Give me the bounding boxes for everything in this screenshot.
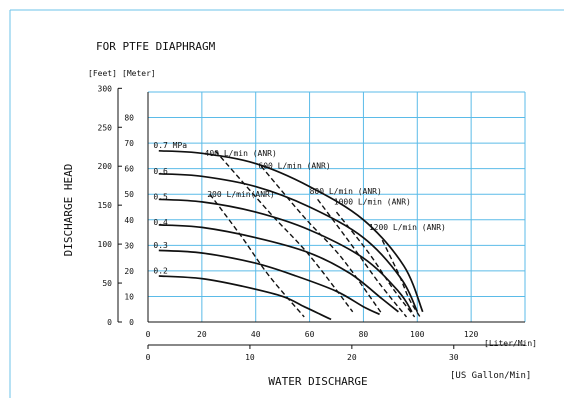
air-line [317,198,408,318]
air-line [260,165,383,315]
x-unit-primary: [Liter/Min] [484,339,537,348]
pressure-label: 0.6 [153,167,168,176]
pressure-label: 0.2 [153,266,168,275]
y-unit-feet: [Feet] [88,69,117,78]
pressure-label: 0.4 [153,218,168,227]
pressure-label: 0.7 MPa [153,141,187,150]
air-line [381,239,421,318]
y-tick-feet-label: 250 [98,123,113,132]
y-tick-meter-label: 0 [129,318,134,327]
y-tick-feet-label: 150 [98,201,113,210]
pressure-label: 0.3 [153,241,168,250]
y-tick-meter-label: 20 [124,267,134,276]
pressure-curve [158,172,419,313]
grid [148,91,526,322]
curve-labels: 0.7 MPa 0.6 0.5 0.4 0.3 0.2 400 L/min (ANR) 600… [153,141,445,275]
y-tick-meter-label: 30 [124,241,134,250]
x-tick-label: 80 [359,330,369,339]
air-line [335,211,416,318]
y-tick-meter-label: 70 [124,139,134,148]
air-label: 400 L/min (ANR) [205,149,277,158]
air-consumption-lines [209,150,421,318]
chart-title: FOR PTFE DIAPHRAGM [96,40,216,53]
pressure-curve [158,275,332,321]
x-tick-gallon-label: 20 [347,353,357,362]
air-label: 1000 L/min (ANR) [334,197,411,206]
y-tick-meter-label: 50 [124,190,134,199]
pressure-label: 0.5 [153,192,168,201]
air-label: 1200 L/min (ANR) [369,223,446,232]
x-tick-gallon-label: 30 [449,353,459,362]
air-label: 200 L/min(ANR) [207,190,274,199]
pressure-curve [158,198,413,313]
air-label: 600 L/min (ANR) [258,162,330,171]
air-label: 800 L/min (ANR) [310,187,382,196]
axes [117,88,525,346]
y-tick-meter-label: 10 [124,292,134,301]
x-tick-label: 60 [305,330,315,339]
y-axis-label: DISCHARGE HEAD [62,164,75,257]
y-tick-meter-label: 40 [124,216,134,225]
x-tick-label: 0 [146,330,151,339]
x-tick-label: 100 [410,330,425,339]
y-tick-meter-label: 60 [124,165,134,174]
y-tick-meter-label: 80 [124,114,134,123]
x-tick-label: 40 [251,330,261,339]
series-lines [158,149,424,321]
x-tick-label: 120 [464,330,479,339]
y-unit-meter: [Meter] [122,69,156,78]
x-tick-gallon-label: 10 [245,353,255,362]
air-line [214,150,354,313]
y-tick-feet-label: 100 [98,240,113,249]
pressure-curve [158,249,380,316]
y-tick-feet-label: 300 [98,84,113,93]
x-axis-label: WATER DISCHARGE [268,375,367,388]
x-tick-label: 20 [197,330,207,339]
y-tick-feet-label: 0 [107,318,112,327]
pressure-curve [158,224,399,313]
pressure-curve [158,149,424,313]
x-tick-gallon-label: 0 [146,353,151,362]
x-unit-secondary: [US Gallon/Min] [450,371,531,381]
y-tick-feet-label: 200 [98,162,113,171]
y-tick-feet-label: 50 [102,279,112,288]
